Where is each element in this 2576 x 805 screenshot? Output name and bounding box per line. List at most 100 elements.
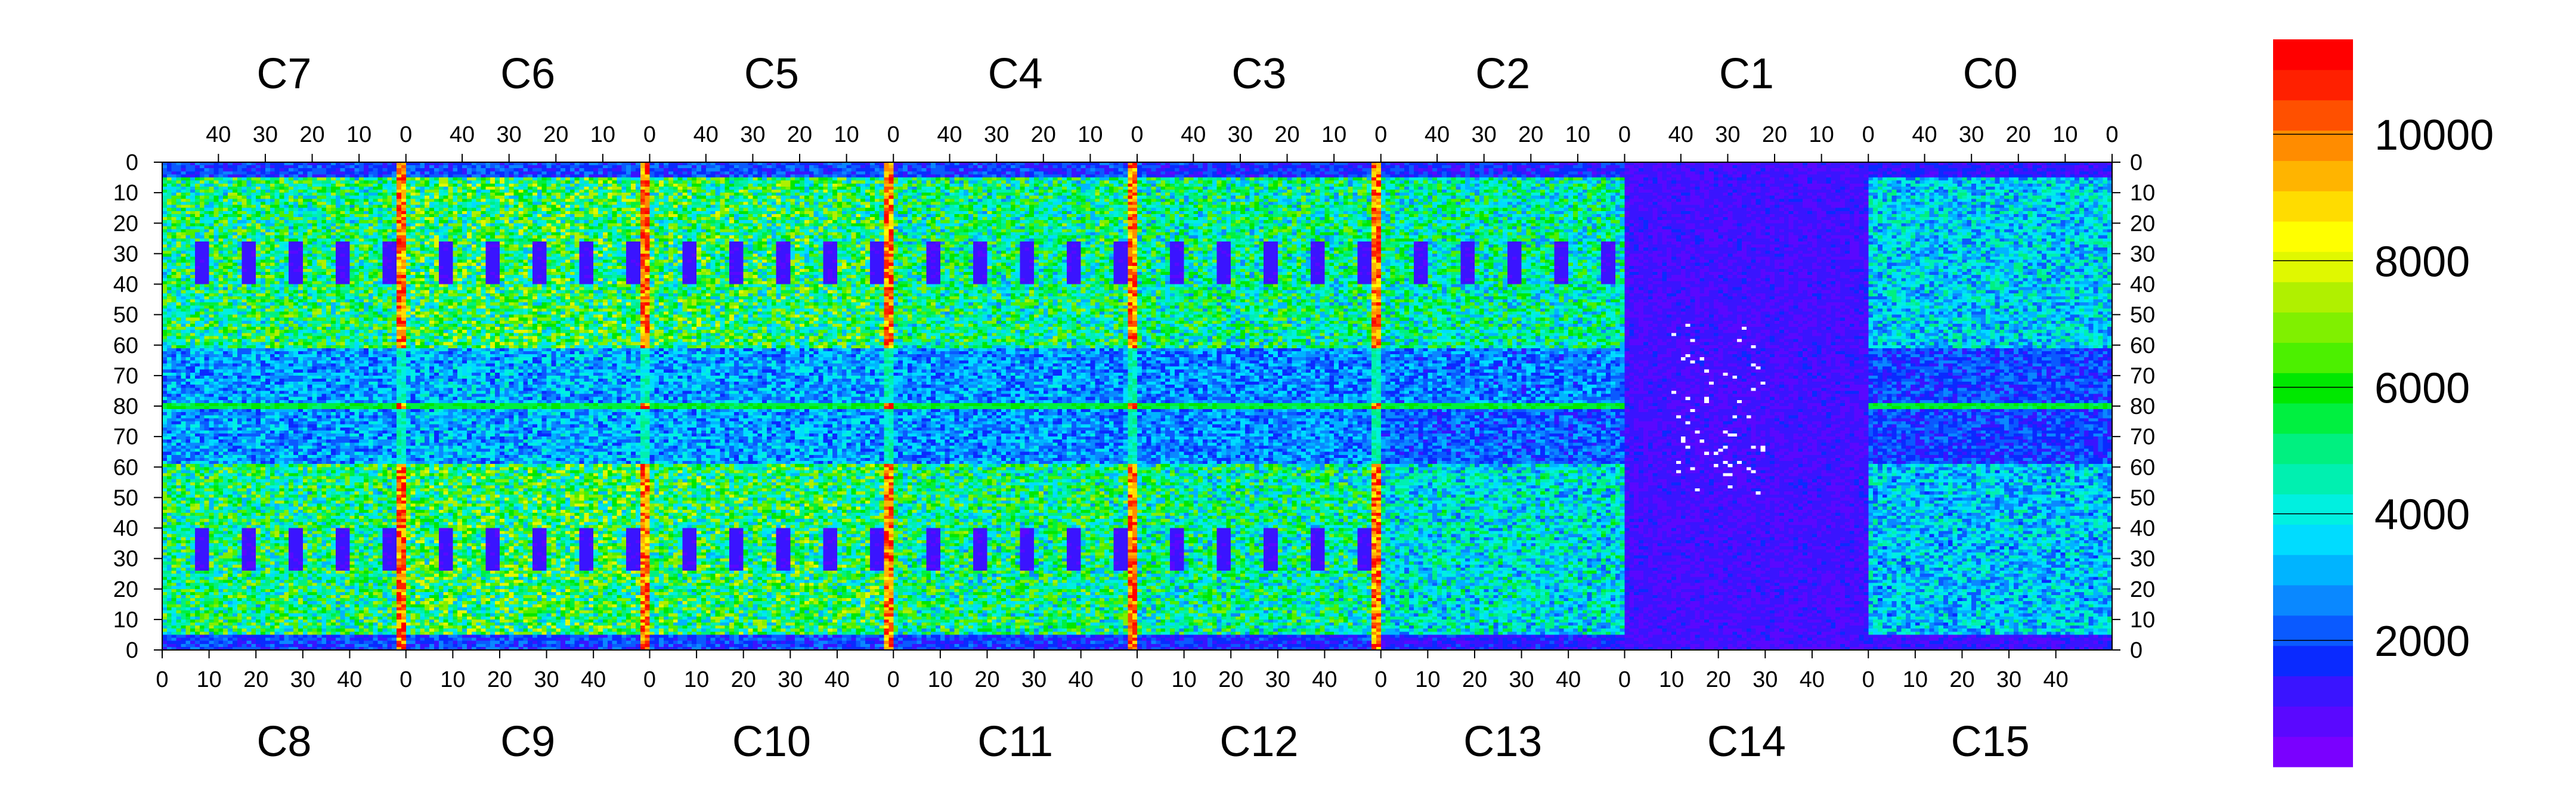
y-tick-label-left: 30: [113, 242, 138, 267]
x-tick-label-bottom: 0: [887, 667, 900, 692]
y-tick-label-right: 70: [2130, 364, 2155, 389]
chip-label-top: C3: [1231, 50, 1286, 98]
chip-label-top: C4: [988, 50, 1043, 98]
x-tick-label-top: 30: [1959, 122, 1984, 147]
x-tick-label-top: 0: [400, 122, 412, 147]
x-tick-label-top: 30: [1472, 122, 1497, 147]
x-tick-label-top: 0: [643, 122, 656, 147]
y-tick-label-right: 30: [2130, 547, 2155, 572]
x-tick-label-top: 10: [1565, 122, 1590, 147]
colorbar-swatch: [2273, 463, 2353, 495]
y-tick-label-left: 70: [113, 425, 138, 450]
x-tick-label-top: 10: [1078, 122, 1103, 147]
x-tick-label-bottom: 30: [1265, 667, 1290, 692]
colorbar-swatch: [2273, 69, 2353, 101]
heatmap-plot-area: [162, 162, 2112, 650]
x-tick-label-bottom: 0: [1618, 667, 1631, 692]
x-tick-label-top: 40: [206, 122, 231, 147]
x-tick-label-bottom: 30: [290, 667, 315, 692]
y-tick-label-left: 20: [113, 211, 138, 236]
x-tick-label-bottom: 0: [1131, 667, 1143, 692]
chip-label-top: C1: [1719, 50, 1774, 98]
x-tick-label-bottom: 30: [1021, 667, 1046, 692]
x-tick-label-top: 0: [1862, 122, 1875, 147]
y-tick-label-left: 0: [126, 638, 138, 663]
x-tick-label-top: 40: [1668, 122, 1693, 147]
x-tick-label-bottom: 0: [643, 667, 656, 692]
colorbar-swatch: [2273, 251, 2353, 283]
x-tick-label-bottom: 20: [243, 667, 268, 692]
chip-label-bottom: C9: [500, 718, 555, 766]
colorbar-tick-label: 4000: [2374, 491, 2470, 539]
x-tick-label-top: 40: [1912, 122, 1937, 147]
colorbar-tick-label: 8000: [2374, 238, 2470, 286]
x-tick-label-top: 30: [497, 122, 522, 147]
colorbar-swatch: [2273, 676, 2353, 707]
colorbar-swatch: [2273, 585, 2353, 616]
y-tick-label-right: 60: [2130, 333, 2155, 358]
x-tick-label-bottom: 30: [1996, 667, 2021, 692]
y-tick-label-right: 30: [2130, 242, 2155, 267]
x-tick-label-bottom: 20: [1706, 667, 1731, 692]
y-tick-label-right: 0: [2130, 150, 2142, 175]
colorbar-swatch: [2273, 645, 2353, 677]
chip-label-bottom: C15: [1951, 718, 2030, 766]
colorbar-tick-label: 10000: [2374, 112, 2494, 159]
y-tick-label-right: 70: [2130, 425, 2155, 450]
y-tick-label-right: 50: [2130, 303, 2155, 328]
y-tick-label-left: 60: [113, 455, 138, 480]
x-tick-label-bottom: 40: [337, 667, 362, 692]
chip-label-bottom: C14: [1707, 718, 1786, 766]
y-tick-label-left: 20: [113, 577, 138, 602]
chip-label-bottom: C11: [977, 718, 1053, 766]
x-tick-label-bottom: 20: [1462, 667, 1487, 692]
colorbar-swatch: [2273, 403, 2353, 434]
x-tick-label-bottom: 40: [1800, 667, 1825, 692]
y-tick-label-right: 10: [2130, 608, 2155, 633]
colorbar-swatch: [2273, 736, 2353, 767]
colorbar-swatch: [2273, 342, 2353, 373]
y-tick-label-left: 40: [113, 273, 138, 298]
x-tick-label-bottom: 20: [974, 667, 999, 692]
colorbar-swatch: [2273, 221, 2353, 252]
x-tick-label-bottom: 0: [156, 667, 168, 692]
chip-label-bottom: C8: [256, 718, 311, 766]
colorbar-swatch: [2273, 281, 2353, 313]
chip-label-top: C2: [1475, 50, 1530, 98]
x-tick-label-bottom: 10: [1171, 667, 1196, 692]
x-tick-label-top: 0: [1374, 122, 1387, 147]
y-tick-label-left: 0: [126, 150, 138, 175]
x-tick-label-bottom: 0: [1862, 667, 1875, 692]
x-tick-label-bottom: 20: [731, 667, 756, 692]
x-tick-label-top: 10: [346, 122, 371, 147]
y-tick-label-right: 0: [2130, 638, 2142, 663]
x-tick-label-top: 0: [1618, 122, 1631, 147]
x-tick-label-top: 20: [1274, 122, 1299, 147]
x-tick-label-bottom: 0: [1374, 667, 1387, 692]
heatmap-cells: [162, 162, 2112, 650]
y-tick-label-right: 40: [2130, 516, 2155, 541]
x-tick-label-top: 0: [2106, 122, 2118, 147]
x-tick-label-bottom: 30: [534, 667, 559, 692]
x-tick-label-top: 10: [834, 122, 859, 147]
x-tick-label-bottom: 10: [1903, 667, 1928, 692]
x-tick-label-top: 10: [2052, 122, 2077, 147]
colorbar-swatch: [2273, 494, 2353, 525]
x-tick-label-top: 20: [299, 122, 324, 147]
y-tick-label-left: 80: [113, 394, 138, 419]
y-tick-label-right: 40: [2130, 273, 2155, 298]
x-tick-label-top: 10: [1321, 122, 1346, 147]
x-tick-label-bottom: 10: [440, 667, 465, 692]
colorbar-swatch: [2273, 524, 2353, 555]
x-tick-label-top: 30: [253, 122, 278, 147]
y-tick-label-right: 50: [2130, 485, 2155, 510]
x-tick-label-top: 20: [787, 122, 812, 147]
x-tick-label-top: 40: [1181, 122, 1206, 147]
x-tick-label-bottom: 10: [684, 667, 709, 692]
colorbar-swatch: [2273, 615, 2353, 646]
colorbar-swatch: [2273, 39, 2353, 70]
x-tick-label-top: 30: [1715, 122, 1740, 147]
x-tick-label-bottom: 40: [1556, 667, 1581, 692]
x-tick-label-top: 30: [1228, 122, 1253, 147]
